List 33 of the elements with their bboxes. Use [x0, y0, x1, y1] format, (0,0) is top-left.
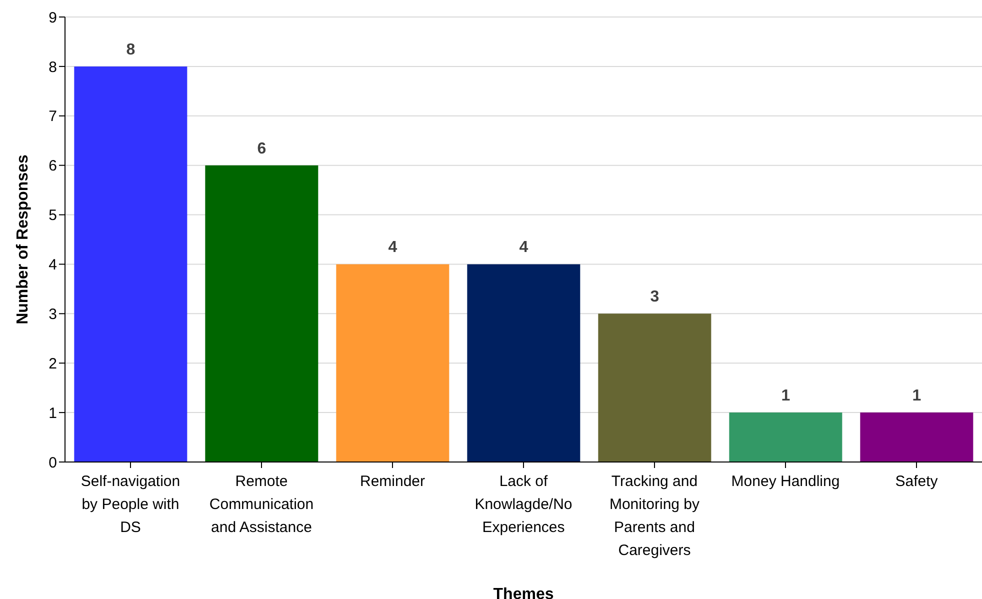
- x-axis-title: Themes: [493, 586, 554, 599]
- y-tick-label: 6: [48, 158, 57, 175]
- x-tick-label: Remote Communication and Assistance: [209, 473, 314, 536]
- y-tick-label: 0: [48, 454, 57, 472]
- x-tick-label: Money Handling: [731, 473, 840, 490]
- x-tick-label: Safety: [895, 473, 938, 490]
- y-tick-label: 3: [48, 306, 57, 323]
- bar: [467, 264, 580, 462]
- x-tick-label: Reminder: [360, 473, 426, 490]
- data-label: 4: [519, 239, 528, 256]
- data-label: 8: [126, 41, 136, 58]
- data-label: 1: [781, 388, 790, 405]
- data-label: 4: [388, 239, 398, 256]
- y-axis-title: Number of Responses: [14, 154, 32, 324]
- data-label: 3: [650, 288, 660, 306]
- bar: [729, 412, 842, 462]
- y-tick-label: 7: [48, 108, 57, 126]
- y-tick-label: 9: [48, 9, 57, 26]
- bar: [205, 165, 318, 462]
- bar: [860, 412, 974, 462]
- y-tick-label: 4: [48, 256, 57, 274]
- y-tick-label: 5: [48, 207, 57, 224]
- y-tick-label: 2: [48, 355, 57, 372]
- x-tick-label: Tracking and Monitoring by Parents and Caregivers: [609, 473, 700, 559]
- y-tick-label: 1: [48, 404, 57, 422]
- bar: [598, 314, 712, 462]
- bar: [336, 264, 450, 462]
- data-label: 1: [912, 388, 922, 405]
- x-tick-label: Lack of Knowlagde/No Experiences: [474, 473, 572, 536]
- y-tick-label: 8: [48, 58, 57, 76]
- data-label: 6: [257, 140, 266, 158]
- x-tick-label: Self-navigation by People with DS: [80, 473, 180, 536]
- bar: [74, 66, 188, 462]
